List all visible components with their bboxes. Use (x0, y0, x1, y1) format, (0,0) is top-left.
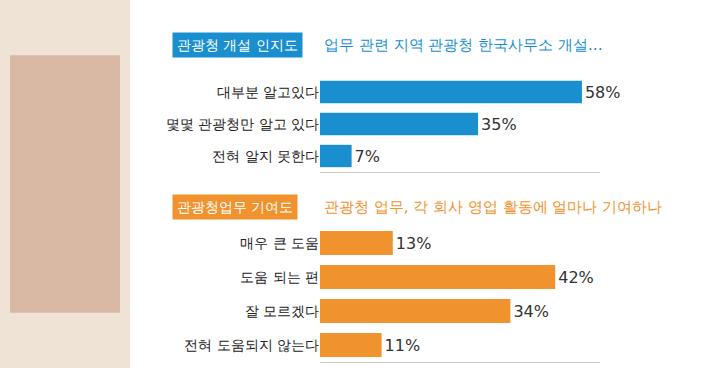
svg-text:35%: 35% (481, 115, 517, 134)
svg-text:업무 관련 지역 관광청 한국사무소 개설…: 업무 관련 지역 관광청 한국사무소 개설… (324, 36, 603, 54)
svg-text:관광청업무 기여도: 관광청업무 기여도 (177, 199, 293, 215)
svg-text:전혀 도움되지 않는다: 전혀 도움되지 않는다 (184, 337, 319, 353)
svg-text:도움 되는 편: 도움 되는 편 (240, 269, 319, 285)
svg-text:전혀 알지 못한다: 전혀 알지 못한다 (212, 148, 319, 164)
svg-text:관광청 업무, 각 회사 영업 활동에 얼마나 기여하나: 관광청 업무, 각 회사 영업 활동에 얼마나 기여하나 (324, 198, 662, 216)
svg-text:잘 모르겠다: 잘 모르겠다 (245, 303, 319, 319)
svg-text:7%: 7% (355, 147, 380, 166)
svg-text:대부분 알고있다: 대부분 알고있다 (217, 84, 319, 100)
svg-text:매우 큰 도움: 매우 큰 도움 (240, 235, 319, 251)
svg-text:58%: 58% (585, 83, 621, 102)
svg-text:몇몇 관광청만 알고 있다: 몇몇 관광청만 알고 있다 (166, 116, 319, 132)
svg-text:11%: 11% (385, 336, 421, 355)
svg-text:관광청 개설 인지도: 관광청 개설 인지도 (177, 37, 298, 53)
svg-text:34%: 34% (513, 302, 549, 321)
svg-text:13%: 13% (396, 234, 432, 253)
svg-text:42%: 42% (558, 268, 594, 287)
